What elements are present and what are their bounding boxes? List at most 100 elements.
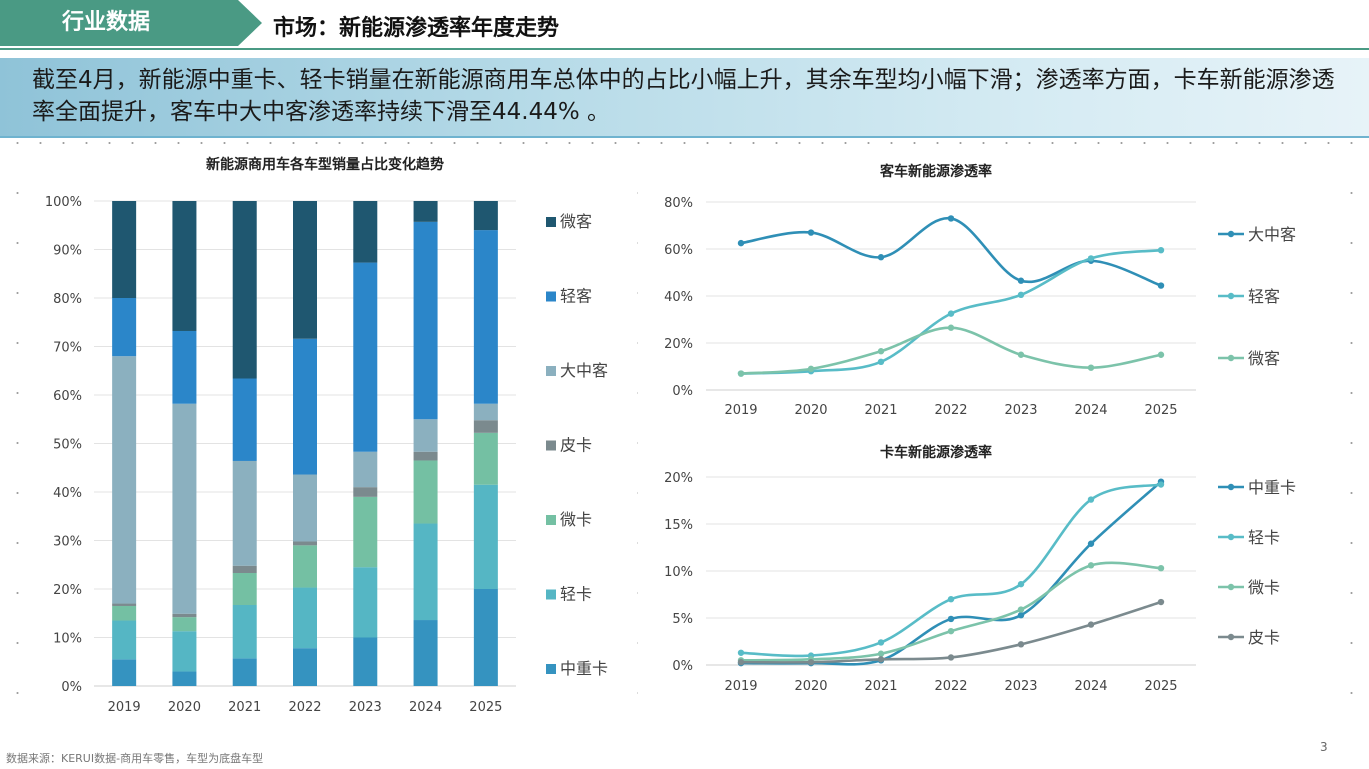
bar-segment [293, 545, 317, 588]
bar-segment [232, 658, 257, 686]
bar-segment [293, 201, 317, 339]
y-tick-label: 10% [664, 565, 693, 580]
data-point [807, 365, 815, 373]
y-tick-label: 80% [664, 196, 693, 211]
x-tick-label: 2020 [168, 700, 201, 715]
legend-swatch [546, 589, 556, 600]
x-tick-label: 2022 [934, 403, 967, 418]
y-tick-label: 60% [53, 389, 82, 404]
bar-segment [413, 419, 438, 452]
legend-label: 轻客 [560, 287, 592, 306]
data-point [947, 596, 955, 603]
series-line [740, 561, 1162, 662]
bar-segment [172, 330, 197, 404]
legend-swatch [546, 217, 556, 227]
y-tick-label: 80% [53, 292, 82, 307]
legend-label: 微客 [1248, 349, 1280, 368]
legend-label: 轻卡 [1248, 528, 1280, 547]
series-line [740, 480, 1162, 666]
x-tick-label: 2023 [1004, 403, 1037, 418]
legend-label: 轻客 [1248, 287, 1280, 306]
bar-segment [112, 605, 137, 621]
bar-segment [473, 432, 498, 485]
legend-marker [1227, 533, 1235, 541]
bar-segment [353, 637, 378, 686]
bar-segment [353, 262, 378, 452]
legend-label: 皮卡 [1248, 628, 1280, 647]
legend-label: 大中客 [1248, 225, 1296, 244]
legend-swatch [546, 664, 556, 674]
data-point [1087, 621, 1095, 628]
bar-segment [232, 565, 257, 573]
y-tick-label: 70% [53, 341, 82, 356]
x-tick-label: 2021 [864, 679, 897, 694]
bar-segment [473, 403, 498, 421]
data-point [1087, 496, 1095, 503]
data-point [1017, 611, 1025, 619]
x-tick-label: 2020 [794, 403, 827, 418]
data-point [1017, 351, 1025, 358]
y-tick-label: 20% [664, 337, 693, 352]
bar-segment [112, 620, 137, 660]
stacked-bar-chart: 新能源商用车各车型销量占比变化趋势 0% 10% 20% 30% 40% 50% 60% 70%… [45, 156, 608, 715]
data-point [737, 649, 745, 656]
data-point [1017, 277, 1025, 284]
x-tick-label: 2025 [469, 700, 502, 715]
data-point [1087, 562, 1095, 569]
bar-segment [293, 474, 317, 542]
data-point [947, 324, 955, 331]
series-line [740, 326, 1162, 375]
header-divider [0, 48, 1369, 50]
y-tick-label: 20% [53, 583, 82, 598]
data-point [1157, 351, 1165, 358]
data-point [1017, 580, 1025, 588]
bar-segment [293, 587, 317, 649]
page-title: 市场：新能源渗透率年度走势 [273, 16, 560, 41]
data-point [877, 650, 885, 657]
data-point [947, 627, 955, 635]
y-tick-label: 50% [53, 438, 82, 453]
chart-title: 客车新能源渗透率 [879, 163, 992, 180]
bar-segment [172, 613, 197, 618]
y-tick-label: 40% [664, 290, 693, 305]
bar-segment [172, 201, 197, 331]
legend-label: 微卡 [560, 510, 592, 529]
bar-segment [473, 484, 498, 589]
legend-marker [1227, 354, 1235, 362]
x-tick-label: 2023 [349, 700, 382, 715]
truck-penetration-chart: 卡车新能源渗透率 0% 5% 10% 15% 20% 2019 2020 2021 2022 202… [664, 444, 1296, 694]
data-source-note: 数据来源：KERUI数据-商用车零售，车型为底盘车型 [6, 752, 264, 765]
legend-swatch [546, 366, 556, 376]
legend-label: 中重卡 [1248, 478, 1296, 497]
legend-marker [1227, 633, 1235, 641]
x-tick-label: 2023 [1004, 679, 1037, 694]
bar-segment [473, 420, 498, 433]
legend-label: 微客 [560, 212, 592, 231]
bar-segment [353, 496, 378, 568]
y-tick-label: 0% [672, 384, 693, 399]
bar-segment [112, 603, 137, 606]
y-tick-label: 20% [664, 471, 693, 486]
x-tick-label: 2021 [864, 403, 897, 418]
legend-marker [1227, 292, 1235, 300]
bar-segment [172, 671, 197, 686]
chart-title: 新能源商用车各车型销量占比变化趋势 [206, 156, 444, 173]
section-tag: 行业数据 [0, 0, 262, 46]
stacked-bar-chart-panel: 新能源商用车各车型销量占比变化趋势 0% 10% 20% 30% 40% 50% 60% 70%… [28, 145, 628, 717]
y-tick-label: 30% [53, 535, 82, 550]
data-point [877, 358, 885, 365]
legend-label: 微卡 [1248, 578, 1280, 597]
x-tick-label: 2025 [1144, 679, 1177, 694]
bar-segment [353, 201, 378, 263]
legend-label: 中重卡 [560, 659, 608, 678]
data-point [807, 229, 815, 236]
bar-segment [293, 338, 317, 475]
data-point [1157, 481, 1165, 488]
data-point [877, 639, 885, 646]
bar-segment [293, 541, 317, 546]
legend-marker [1227, 583, 1235, 591]
data-point [1017, 641, 1025, 648]
bar-segment [112, 298, 137, 357]
x-tick-label: 2021 [228, 700, 261, 715]
x-tick-label: 2024 [409, 700, 442, 715]
